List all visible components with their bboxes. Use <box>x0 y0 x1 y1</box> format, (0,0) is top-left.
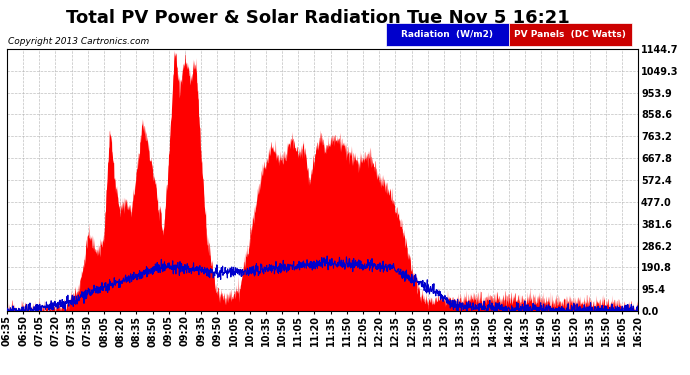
Text: Copyright 2013 Cartronics.com: Copyright 2013 Cartronics.com <box>8 37 149 46</box>
Text: PV Panels  (DC Watts): PV Panels (DC Watts) <box>515 30 627 39</box>
Text: Radiation  (W/m2): Radiation (W/m2) <box>402 30 493 39</box>
Text: Total PV Power & Solar Radiation Tue Nov 5 16:21: Total PV Power & Solar Radiation Tue Nov… <box>66 9 569 27</box>
